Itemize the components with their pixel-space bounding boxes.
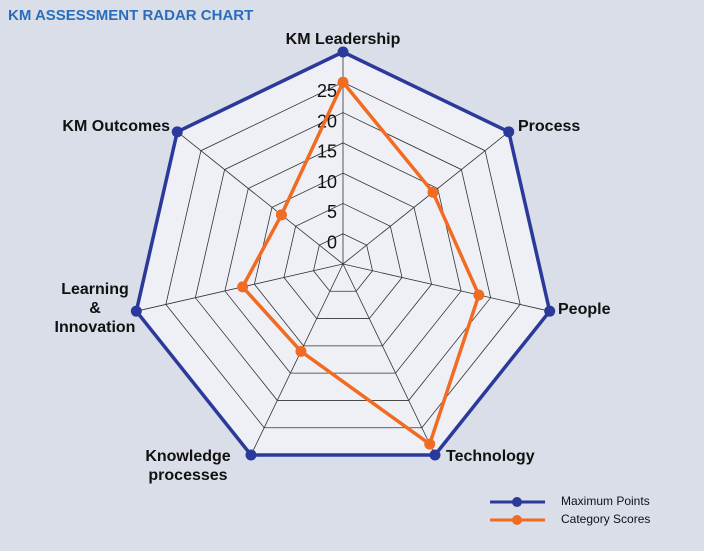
category-label: Learning & Innovation <box>55 281 136 336</box>
label-line: Innovation <box>55 319 136 336</box>
tick-label: 0 <box>327 232 337 252</box>
label-line: Knowledge <box>145 448 230 465</box>
category-label: Process <box>518 118 580 135</box>
label-line: Process <box>518 118 580 135</box>
point <box>130 305 142 317</box>
spoke <box>342 263 436 456</box>
category-label: KM Outcomes <box>62 118 170 135</box>
spoke <box>177 131 344 265</box>
point <box>424 438 436 450</box>
grid-ring <box>283 202 403 319</box>
legend-label: Category Scores <box>561 512 650 526</box>
label-line: KM Leadership <box>286 31 401 48</box>
category-label: Knowledge processes <box>145 448 230 484</box>
tick-label: 5 <box>327 202 337 222</box>
tick-label: 25 <box>317 81 337 101</box>
grid-ring <box>253 172 433 347</box>
point <box>245 449 257 461</box>
label-line: KM Outcomes <box>62 118 170 135</box>
grid-ring <box>194 112 492 401</box>
point <box>337 76 349 88</box>
grid-ring <box>224 142 462 374</box>
point <box>337 46 349 58</box>
spoke <box>342 263 550 312</box>
label-line: Technology <box>446 448 535 465</box>
point <box>237 281 249 293</box>
point <box>275 209 287 221</box>
grid-ring <box>165 81 521 429</box>
series-line <box>134 50 552 457</box>
point <box>427 186 439 198</box>
label-line: & <box>89 300 101 317</box>
point <box>473 289 485 301</box>
series-line <box>240 79 481 447</box>
point <box>429 449 441 461</box>
point <box>171 126 183 138</box>
legend-label: Maximum Points <box>561 494 650 508</box>
category-label: Technology <box>446 448 535 465</box>
category-label: KM Leadership <box>286 31 401 48</box>
legend-marker <box>512 497 522 507</box>
label-line: People <box>558 301 611 318</box>
spoke <box>342 131 509 265</box>
tick-label: 10 <box>317 172 337 192</box>
chart-title: KM ASSESSMENT RADAR CHART <box>8 7 253 24</box>
point <box>544 305 556 317</box>
legend-marker <box>512 515 522 525</box>
label-line: processes <box>148 467 227 484</box>
spoke <box>250 263 344 456</box>
category-label: People <box>558 301 611 318</box>
grid-ring <box>313 233 373 292</box>
tick-label: 15 <box>317 142 337 162</box>
point <box>503 126 515 138</box>
point <box>295 345 307 357</box>
label-line: Learning <box>61 281 129 298</box>
